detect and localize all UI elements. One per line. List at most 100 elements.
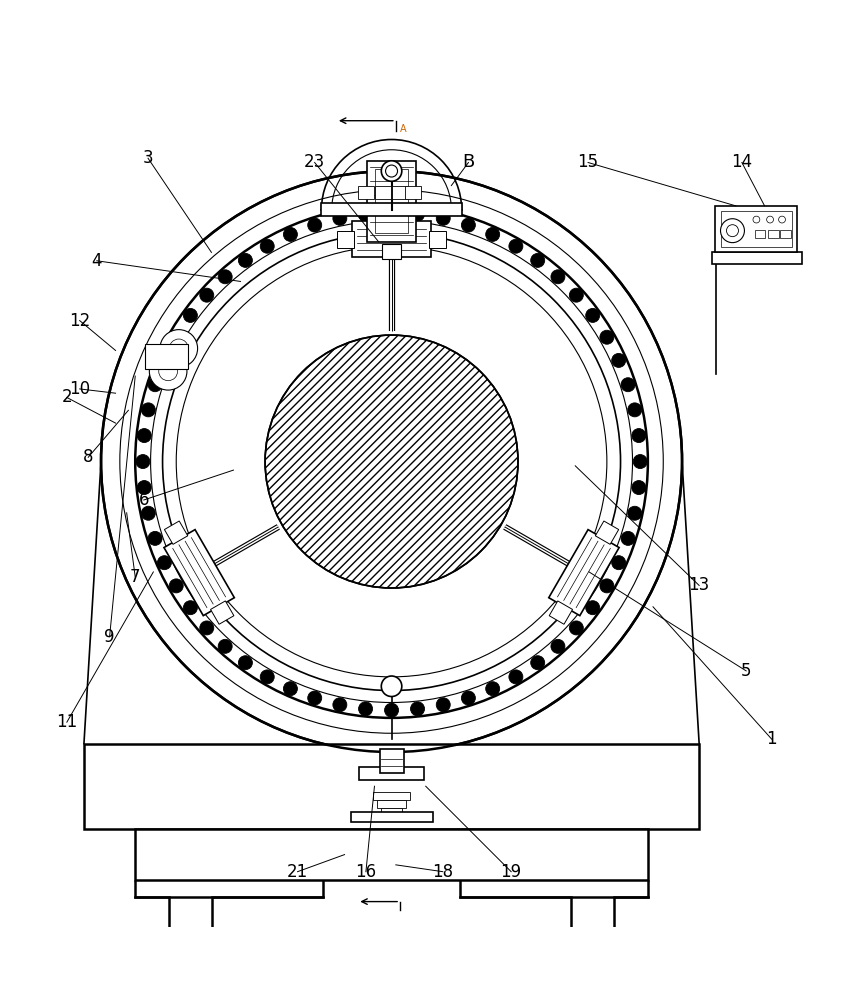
Circle shape (531, 656, 544, 670)
Circle shape (138, 481, 151, 495)
Text: 14: 14 (731, 153, 752, 171)
Text: B: B (463, 153, 475, 171)
Circle shape (333, 698, 347, 712)
Bar (135, 829, 648, 880)
Circle shape (218, 270, 232, 284)
Circle shape (569, 288, 583, 302)
Circle shape (384, 703, 398, 717)
Polygon shape (337, 231, 354, 248)
Circle shape (138, 429, 151, 443)
Circle shape (462, 691, 476, 705)
Circle shape (632, 429, 646, 443)
Text: 18: 18 (433, 863, 453, 881)
Bar (366, 161, 416, 242)
Circle shape (101, 171, 682, 752)
Polygon shape (211, 601, 234, 624)
Circle shape (727, 225, 739, 237)
Circle shape (333, 211, 347, 225)
Circle shape (218, 639, 232, 653)
Circle shape (611, 556, 626, 570)
Circle shape (381, 676, 402, 697)
Circle shape (284, 682, 298, 696)
Circle shape (183, 308, 198, 322)
Bar (372, 792, 410, 800)
Circle shape (753, 216, 760, 223)
Bar (392, 186, 408, 199)
Circle shape (261, 670, 274, 684)
Text: 15: 15 (578, 153, 599, 171)
Circle shape (569, 621, 583, 635)
Circle shape (261, 239, 274, 253)
Circle shape (384, 206, 398, 220)
Circle shape (284, 227, 298, 241)
Text: 7: 7 (130, 568, 140, 586)
Circle shape (359, 702, 372, 716)
Polygon shape (549, 530, 619, 616)
Circle shape (436, 211, 451, 225)
Polygon shape (595, 521, 618, 544)
Circle shape (381, 161, 402, 181)
Polygon shape (164, 530, 234, 616)
Circle shape (509, 670, 523, 684)
Bar (359, 767, 424, 780)
Circle shape (621, 531, 635, 545)
Text: 12: 12 (69, 312, 90, 330)
Circle shape (150, 352, 187, 390)
Circle shape (308, 218, 322, 232)
Text: 2: 2 (62, 388, 72, 406)
Circle shape (200, 621, 214, 635)
Circle shape (148, 531, 162, 545)
Bar (84, 744, 699, 829)
Circle shape (141, 506, 156, 520)
Text: 21: 21 (287, 863, 308, 881)
Text: 23: 23 (304, 153, 325, 171)
Bar (322, 203, 462, 216)
Text: A: A (400, 124, 407, 134)
Bar (375, 169, 408, 233)
Polygon shape (429, 231, 446, 248)
Circle shape (136, 455, 150, 469)
Polygon shape (353, 221, 431, 257)
Circle shape (486, 682, 500, 696)
Text: 13: 13 (689, 576, 709, 594)
Bar (721, 211, 792, 247)
Bar (351, 812, 433, 822)
Bar (375, 186, 390, 199)
Circle shape (169, 330, 183, 344)
Circle shape (586, 601, 599, 615)
Bar (377, 800, 406, 808)
Circle shape (628, 506, 642, 520)
Circle shape (410, 207, 425, 221)
Circle shape (141, 403, 156, 417)
Circle shape (265, 335, 518, 588)
Bar (755, 230, 765, 238)
Circle shape (632, 481, 646, 495)
Circle shape (410, 702, 425, 716)
Circle shape (611, 353, 626, 367)
Circle shape (766, 216, 773, 223)
Circle shape (157, 556, 171, 570)
Circle shape (238, 656, 252, 670)
Circle shape (486, 227, 500, 241)
Text: 16: 16 (355, 863, 377, 881)
Circle shape (359, 207, 372, 221)
Circle shape (169, 579, 183, 593)
Circle shape (551, 270, 565, 284)
Circle shape (633, 455, 648, 469)
Polygon shape (550, 601, 573, 624)
Text: 9: 9 (104, 628, 115, 646)
Circle shape (600, 579, 614, 593)
Circle shape (200, 288, 214, 302)
Circle shape (721, 219, 745, 243)
Circle shape (462, 218, 476, 232)
Bar (144, 344, 187, 369)
Text: 8: 8 (83, 448, 94, 466)
Circle shape (621, 378, 635, 392)
Polygon shape (164, 521, 187, 544)
Circle shape (509, 239, 523, 253)
Text: 4: 4 (91, 252, 102, 270)
Bar (359, 186, 373, 199)
Text: 6: 6 (138, 491, 149, 509)
Circle shape (385, 165, 397, 177)
Circle shape (600, 330, 614, 344)
